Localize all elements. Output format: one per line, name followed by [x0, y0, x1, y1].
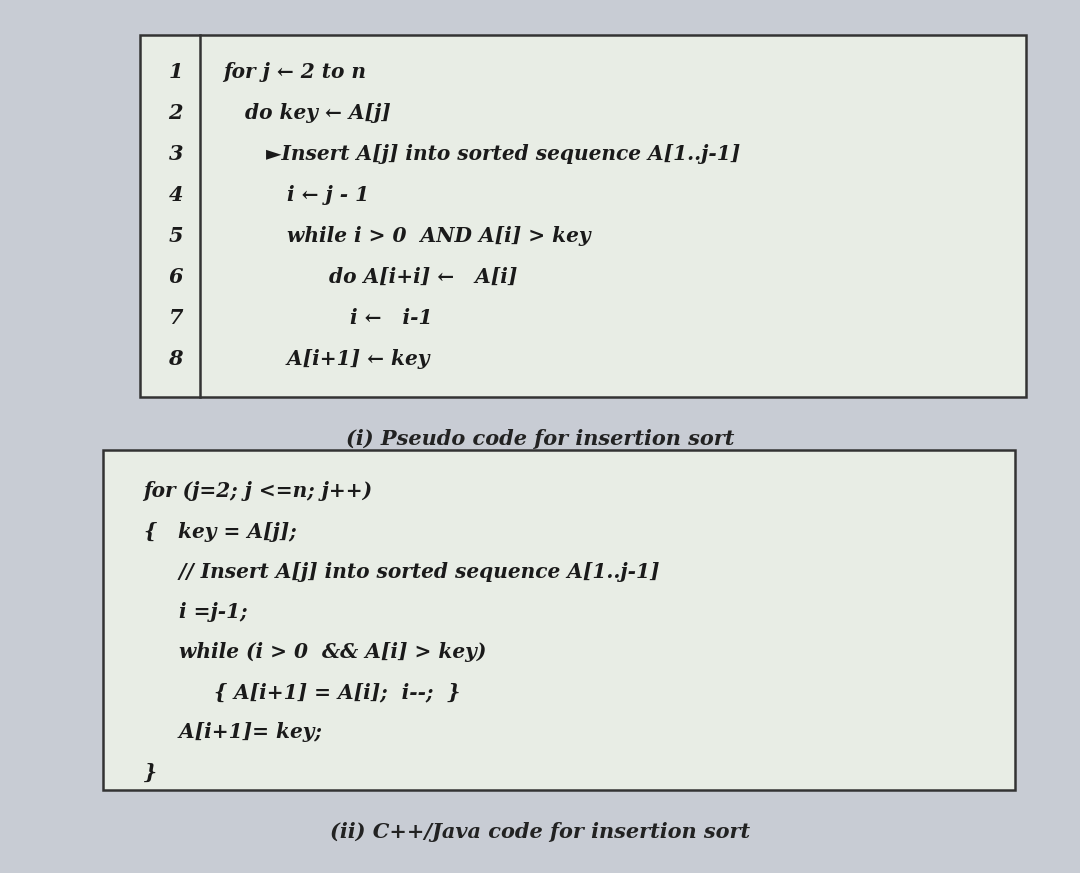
Text: while (i > 0  && A[i] > key): while (i > 0 && A[i] > key) — [144, 643, 486, 662]
Text: for j ← 2 to n: for j ← 2 to n — [224, 62, 366, 81]
Text: 7: 7 — [168, 308, 183, 327]
Text: do key ← A[j]: do key ← A[j] — [224, 103, 390, 122]
Text: 3: 3 — [168, 144, 183, 163]
Text: do A[i+i] ←   A[i]: do A[i+i] ← A[i] — [224, 267, 517, 286]
Text: { A[i+1] = A[i];  i--;  }: { A[i+1] = A[i]; i--; } — [144, 683, 460, 702]
Text: i =j-1;: i =j-1; — [144, 602, 247, 622]
Text: (ii) C++/Java code for insertion sort: (ii) C++/Java code for insertion sort — [329, 822, 751, 842]
Text: // Insert A[j] into sorted sequence A[1..j-1]: // Insert A[j] into sorted sequence A[1.… — [144, 562, 659, 581]
FancyBboxPatch shape — [103, 450, 1015, 790]
Text: 1: 1 — [168, 62, 183, 81]
Text: 6: 6 — [168, 267, 183, 286]
FancyBboxPatch shape — [140, 35, 1026, 397]
Text: A[i+1]= key;: A[i+1]= key; — [144, 723, 322, 742]
Text: for (j=2; j <=n; j++): for (j=2; j <=n; j++) — [144, 482, 373, 501]
Text: ►Insert A[j] into sorted sequence A[1..j-1]: ►Insert A[j] into sorted sequence A[1..j… — [224, 144, 740, 163]
Text: 5: 5 — [168, 226, 183, 245]
Text: 8: 8 — [168, 349, 183, 368]
Text: i ←   i-1: i ← i-1 — [224, 308, 432, 327]
Text: 2: 2 — [168, 103, 183, 122]
Text: A[i+1] ← key: A[i+1] ← key — [224, 349, 429, 368]
Text: {   key = A[j];: { key = A[j]; — [144, 522, 296, 541]
Text: }: } — [144, 763, 157, 782]
Text: (i) Pseudo code for insertion sort: (i) Pseudo code for insertion sort — [346, 430, 734, 449]
Text: 4: 4 — [168, 185, 183, 204]
Text: i ← j - 1: i ← j - 1 — [224, 185, 368, 204]
Text: while i > 0  AND A[i] > key: while i > 0 AND A[i] > key — [224, 226, 590, 245]
